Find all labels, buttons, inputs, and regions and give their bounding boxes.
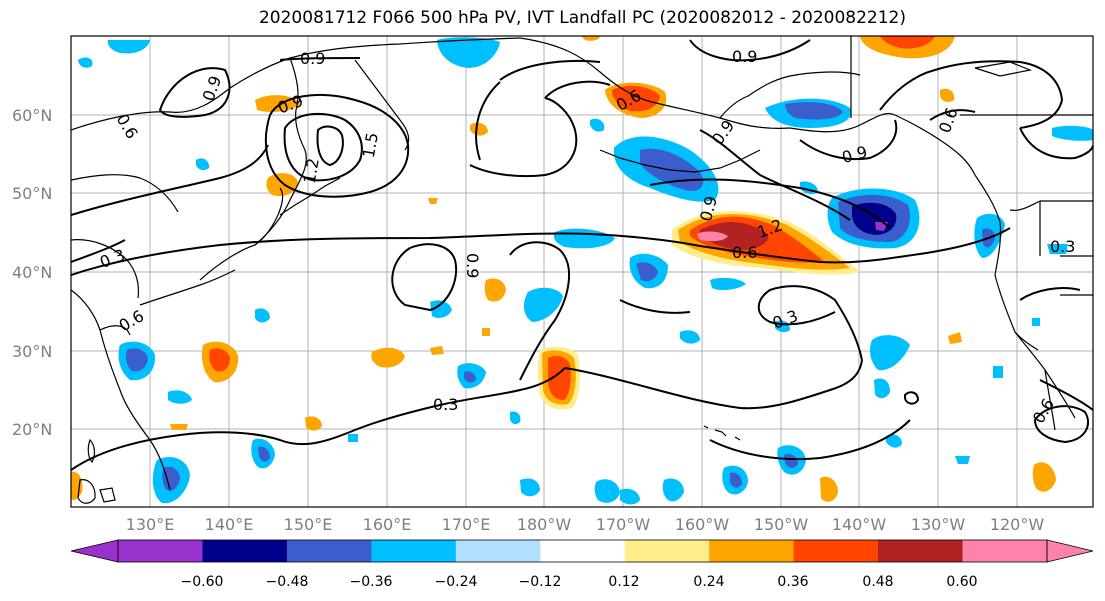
contour-label: 0.9	[463, 253, 482, 278]
contour-label: 0.3	[1050, 237, 1075, 256]
colorbar-tick-label: 0.24	[693, 574, 724, 590]
colorbar-swatch	[286, 540, 372, 562]
colorbar-swatch	[202, 540, 288, 562]
colorbar-swatch	[118, 540, 203, 562]
lat-label: 40°N	[12, 263, 52, 282]
colorbar-extend-max	[1046, 539, 1094, 563]
colorbar-tick-label: 0.12	[608, 574, 639, 590]
colorbar-tick-label: 0.48	[862, 574, 893, 590]
colorbar	[70, 539, 1094, 563]
longitude-labels: 130°E 140°E 150°E 160°E 170°E 180°W 170°…	[126, 515, 1045, 534]
lon-label: 140°W	[832, 515, 887, 534]
colorbar-swatch	[793, 540, 879, 562]
colorbar-swatch	[878, 540, 963, 562]
lon-label: 140°E	[205, 515, 254, 534]
contour-label: 0.9	[732, 47, 757, 66]
lon-label: 170°E	[442, 515, 491, 534]
lat-label: 50°N	[12, 184, 52, 203]
colorbar-swatch	[624, 540, 710, 562]
colorbar-swatch	[455, 540, 541, 562]
pv-shading	[71, 36, 1093, 505]
lon-label: 150°E	[284, 515, 333, 534]
map-title: 2020081712 F066 500 hPa PV, IVT Landfall…	[258, 8, 906, 28]
coastlines	[71, 36, 1093, 504]
colorbar-extend-min	[70, 539, 119, 563]
colorbar-swatch	[962, 540, 1048, 562]
lon-label: 150°W	[754, 515, 809, 534]
lon-label: 170°W	[596, 515, 651, 534]
map-border	[70, 35, 1094, 508]
lon-label: 130°E	[126, 515, 175, 534]
lon-label: 180°W	[517, 515, 572, 534]
colorbar-swatch	[540, 540, 626, 562]
lat-label: 30°N	[12, 342, 52, 361]
colorbar-tick-label: −0.60	[181, 574, 224, 590]
contour-label: 0.3	[433, 395, 458, 414]
colorbar-tick-label: −0.48	[266, 574, 309, 590]
lon-label: 130°W	[911, 515, 966, 534]
contour-label: 1.5	[359, 131, 382, 159]
lat-label: 20°N	[12, 420, 52, 439]
colorbar-tick-label: 0.60	[946, 574, 977, 590]
colorbar-swatch	[371, 540, 457, 562]
pv-contours	[71, 39, 1093, 471]
colorbar-tick-label: 0.36	[777, 574, 808, 590]
lon-label: 160°E	[363, 515, 412, 534]
colorbar-tick-label: −0.24	[435, 574, 478, 590]
latitude-labels: 60°N 50°N 40°N 30°N 20°N	[12, 106, 52, 439]
lon-label: 120°W	[990, 515, 1045, 534]
lon-label: 160°W	[675, 515, 730, 534]
colorbar-border	[117, 539, 1048, 563]
colorbar-swatch	[709, 540, 795, 562]
lat-label: 60°N	[12, 106, 52, 125]
contour-label: 0.6	[732, 243, 757, 262]
colorbar-tick-label: −0.36	[350, 574, 393, 590]
colorbar-ticks: −0.60 −0.48 −0.36 −0.24 −0.12 0.12 0.24 …	[181, 574, 978, 590]
contour-label: 1.2	[300, 157, 323, 185]
contour-label: 0.9	[300, 49, 325, 68]
colorbar-tick-label: −0.12	[519, 574, 562, 590]
